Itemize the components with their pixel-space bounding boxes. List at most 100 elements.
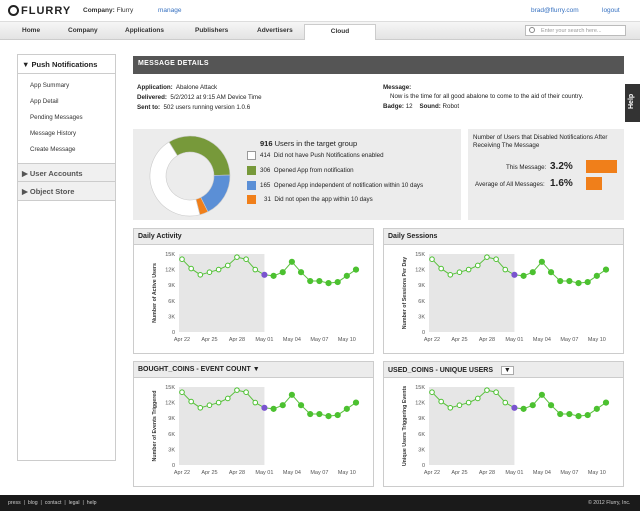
data-point[interactable] [456,269,463,276]
sidebar-item-message-history[interactable]: Message History [30,130,77,137]
help-tab[interactable]: Help [625,84,640,122]
data-point-send-date[interactable] [261,271,268,278]
data-point[interactable] [352,266,360,273]
data-point[interactable] [334,278,341,286]
data-point[interactable] [447,272,454,278]
data-point[interactable] [465,266,472,273]
tab-cloud[interactable]: Cloud [304,24,376,40]
data-point[interactable] [547,269,555,276]
data-point-send-date[interactable] [261,404,268,411]
data-point[interactable] [188,265,194,272]
data-point[interactable] [493,256,499,262]
sidebar-user-accounts[interactable]: ▶ User Accounts [18,163,115,182]
footer-link-contact[interactable]: contact [44,500,62,506]
used-coins-header[interactable]: USED_COINS - UNIQUE USERS ▼ [384,362,623,378]
data-point[interactable] [520,272,527,279]
data-point[interactable] [547,402,555,409]
data-point[interactable] [334,411,341,419]
data-point[interactable] [438,265,444,272]
footer-link-help[interactable]: help [86,500,97,506]
data-point[interactable] [502,399,509,406]
data-point[interactable] [252,266,259,273]
data-point[interactable] [429,389,435,395]
data-point[interactable] [243,256,249,262]
data-point[interactable] [438,398,444,405]
data-point[interactable] [252,399,259,406]
data-point[interactable] [474,395,481,402]
sidebar-object-store[interactable]: ▶ Object Store [18,182,115,201]
data-point[interactable] [297,269,305,276]
data-point[interactable] [456,402,463,409]
data-point[interactable] [584,278,591,286]
data-point[interactable] [234,254,240,260]
sidebar-item-create-message[interactable]: Create Message [30,146,76,153]
data-point[interactable] [224,395,231,402]
data-point[interactable] [288,258,295,265]
search-input[interactable]: Enter your search here... [525,25,626,36]
data-point[interactable] [538,391,545,398]
manage-link[interactable]: manage [158,7,182,14]
data-point[interactable] [270,272,277,279]
data-point[interactable] [316,277,323,285]
data-point[interactable] [325,413,332,420]
data-point[interactable] [557,410,564,418]
data-point[interactable] [493,389,499,395]
footer-link-press[interactable]: press [8,500,21,506]
data-point[interactable] [465,399,472,406]
data-point[interactable] [325,280,332,287]
data-point[interactable] [307,410,314,418]
data-point[interactable] [575,413,582,420]
data-point[interactable] [279,402,286,409]
data-point[interactable] [188,398,194,405]
data-point[interactable] [234,387,240,393]
data-point[interactable] [484,254,490,260]
data-point[interactable] [206,402,213,409]
tab-publishers[interactable]: Publishers [195,27,229,34]
data-point[interactable] [279,269,286,276]
tab-applications[interactable]: Applications [125,27,165,34]
data-point[interactable] [288,391,295,398]
tab-advertisers[interactable]: Advertisers [257,27,293,34]
data-point[interactable] [529,402,536,409]
data-point[interactable] [197,272,204,278]
flurry-logo[interactable]: FLURRY [8,5,71,17]
data-point[interactable] [243,389,249,395]
data-point[interactable] [215,399,222,406]
data-point[interactable] [474,262,481,269]
footer-link-blog[interactable]: blog [27,500,38,506]
data-point[interactable] [316,410,323,418]
data-point-send-date[interactable] [511,404,518,411]
tab-home[interactable]: Home [22,27,41,34]
data-point[interactable] [602,266,610,273]
data-point[interactable] [566,410,573,418]
data-point-send-date[interactable] [511,271,518,278]
data-point[interactable] [270,405,277,412]
tab-company[interactable]: Company [68,27,98,34]
bought-coins-header[interactable]: BOUGHT_COINS - EVENT COUNT ▼ [134,362,373,378]
data-point[interactable] [593,405,600,412]
data-point[interactable] [566,277,573,285]
data-point[interactable] [584,411,591,419]
data-point[interactable] [529,269,536,276]
data-point[interactable] [297,402,305,409]
data-point[interactable] [179,256,185,262]
sidebar-push-notifications[interactable]: ▼ Push Notifications [18,55,115,74]
data-point[interactable] [484,387,490,393]
data-point[interactable] [179,389,185,395]
sidebar-item-app-summary[interactable]: App Summary [30,82,70,89]
data-point[interactable] [602,399,610,406]
data-point[interactable] [307,277,314,285]
user-email-link[interactable]: brad@flurry.com [531,7,579,14]
data-point[interactable] [197,405,204,411]
data-point[interactable] [352,399,360,406]
data-point[interactable] [343,272,350,279]
dropdown-arrow-icon[interactable]: ▼ [252,366,260,373]
sidebar-item-app-detail[interactable]: App Detail [30,98,59,105]
data-point[interactable] [343,405,350,412]
data-point[interactable] [575,280,582,287]
data-point[interactable] [215,266,222,273]
logout-link[interactable]: logout [602,7,620,14]
data-point[interactable] [502,266,509,273]
data-point[interactable] [538,258,545,265]
footer-link-legal[interactable]: legal [68,500,80,506]
